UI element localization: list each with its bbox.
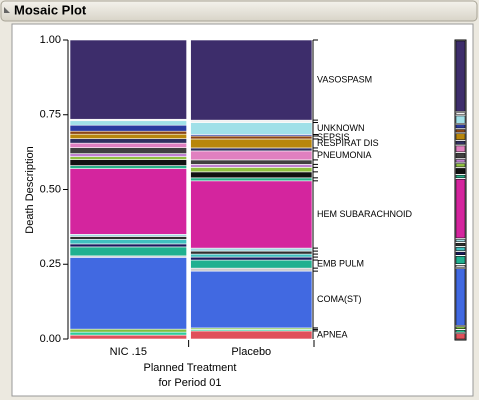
x-axis-title: Planned Treatment xyxy=(144,362,237,374)
mosaic-cell xyxy=(69,133,187,139)
mosaic-cell xyxy=(190,270,313,329)
category-label: UNKNOWN xyxy=(317,123,365,133)
legend-swatch xyxy=(455,163,466,168)
mosaic-cell xyxy=(69,153,187,157)
mosaic-cell xyxy=(69,234,187,237)
x-tick-label: NIC .15 xyxy=(110,346,147,358)
y-tick-label: 0.25 xyxy=(40,258,61,270)
legend-swatch xyxy=(455,265,466,268)
mosaic-cell xyxy=(69,239,187,245)
mosaic-cell xyxy=(69,334,187,340)
y-axis-title: Death Description xyxy=(24,146,36,233)
y-tick-label: 1.00 xyxy=(40,34,61,46)
legend-swatch xyxy=(455,140,466,145)
legend-swatch xyxy=(455,153,466,159)
legend-swatch xyxy=(455,145,466,153)
mosaic-cell xyxy=(190,39,313,121)
x-tick-label: Placebo xyxy=(231,346,271,358)
category-label: RESPIRAT DIS xyxy=(317,138,379,148)
category-label: PNEUMONIA xyxy=(317,150,372,160)
mosaic-cell xyxy=(190,122,313,135)
mosaic-cell xyxy=(190,247,313,252)
mosaic-cell xyxy=(69,39,187,120)
mosaic-cell xyxy=(69,120,187,126)
legend-swatch xyxy=(455,242,466,247)
legend-swatch xyxy=(455,112,466,115)
mosaic-cell xyxy=(69,156,187,160)
legend-swatch xyxy=(455,179,466,239)
category-label: VASOSPASM xyxy=(317,74,372,84)
category-label: APNEA xyxy=(317,329,348,339)
mosaic-cell xyxy=(190,259,313,269)
mosaic-cell xyxy=(190,147,313,152)
legend-swatch xyxy=(455,329,466,333)
legend-swatch xyxy=(455,133,466,140)
legend-swatch xyxy=(455,124,466,129)
mosaic-cell xyxy=(69,147,187,154)
mosaic-cell xyxy=(69,328,187,333)
legend-swatch xyxy=(455,174,466,179)
mosaic-cell xyxy=(190,330,313,340)
legend-swatch xyxy=(455,333,466,340)
y-tick-label: 0.00 xyxy=(40,333,61,345)
mosaic-cell xyxy=(190,159,313,165)
legend-swatch xyxy=(455,115,466,124)
mosaic-cell xyxy=(69,138,187,144)
panel-title: Mosaic Plot xyxy=(14,2,87,17)
mosaic-cell xyxy=(190,253,313,258)
mosaic-cell xyxy=(190,164,313,168)
mosaic-cell xyxy=(69,168,187,235)
legend-swatch xyxy=(455,247,466,251)
y-tick-label: 0.75 xyxy=(40,109,61,121)
mosaic-cell xyxy=(190,267,313,272)
mosaic-cell xyxy=(190,177,313,182)
legend-swatch xyxy=(455,239,466,242)
legend-swatch xyxy=(455,256,466,265)
legend-swatch xyxy=(455,168,466,174)
mosaic-cell xyxy=(190,138,313,149)
mosaic-cell xyxy=(69,165,187,169)
mosaic-cell xyxy=(69,246,187,257)
mosaic-cell xyxy=(190,119,313,123)
mosaic-cell xyxy=(190,150,313,161)
mosaic-cell xyxy=(190,250,313,255)
legend-swatch xyxy=(455,251,466,256)
mosaic-cell xyxy=(69,257,187,330)
x-axis-title: for Period 01 xyxy=(159,377,222,389)
legend-swatch xyxy=(455,129,466,133)
mosaic-cell xyxy=(69,331,187,336)
legend-swatch xyxy=(455,40,466,112)
mosaic-cell xyxy=(69,124,187,132)
header-bar[interactable] xyxy=(0,0,478,22)
mosaic-cell xyxy=(69,142,187,148)
category-label: EMB PULM xyxy=(317,258,364,268)
category-label: HEM SUBARACHNOID xyxy=(317,209,413,219)
legend-swatch xyxy=(455,268,466,326)
category-label: SEPSIS xyxy=(317,132,350,142)
y-tick-label: 0.50 xyxy=(40,183,61,195)
mosaic-cell xyxy=(190,135,313,140)
mosaic-cell xyxy=(69,130,187,135)
mosaic-cell xyxy=(190,167,313,173)
disclosure-icon[interactable] xyxy=(4,7,10,13)
mosaic-cell xyxy=(190,180,313,249)
mosaic-cell xyxy=(190,256,313,261)
legend-swatch xyxy=(455,159,466,163)
mosaic-cell xyxy=(69,236,187,240)
mosaic-cell xyxy=(190,171,313,179)
mosaic-cell xyxy=(69,243,187,248)
mosaic-cell xyxy=(69,159,187,166)
category-label: COMA(ST) xyxy=(317,294,362,304)
legend-swatch xyxy=(455,326,466,329)
